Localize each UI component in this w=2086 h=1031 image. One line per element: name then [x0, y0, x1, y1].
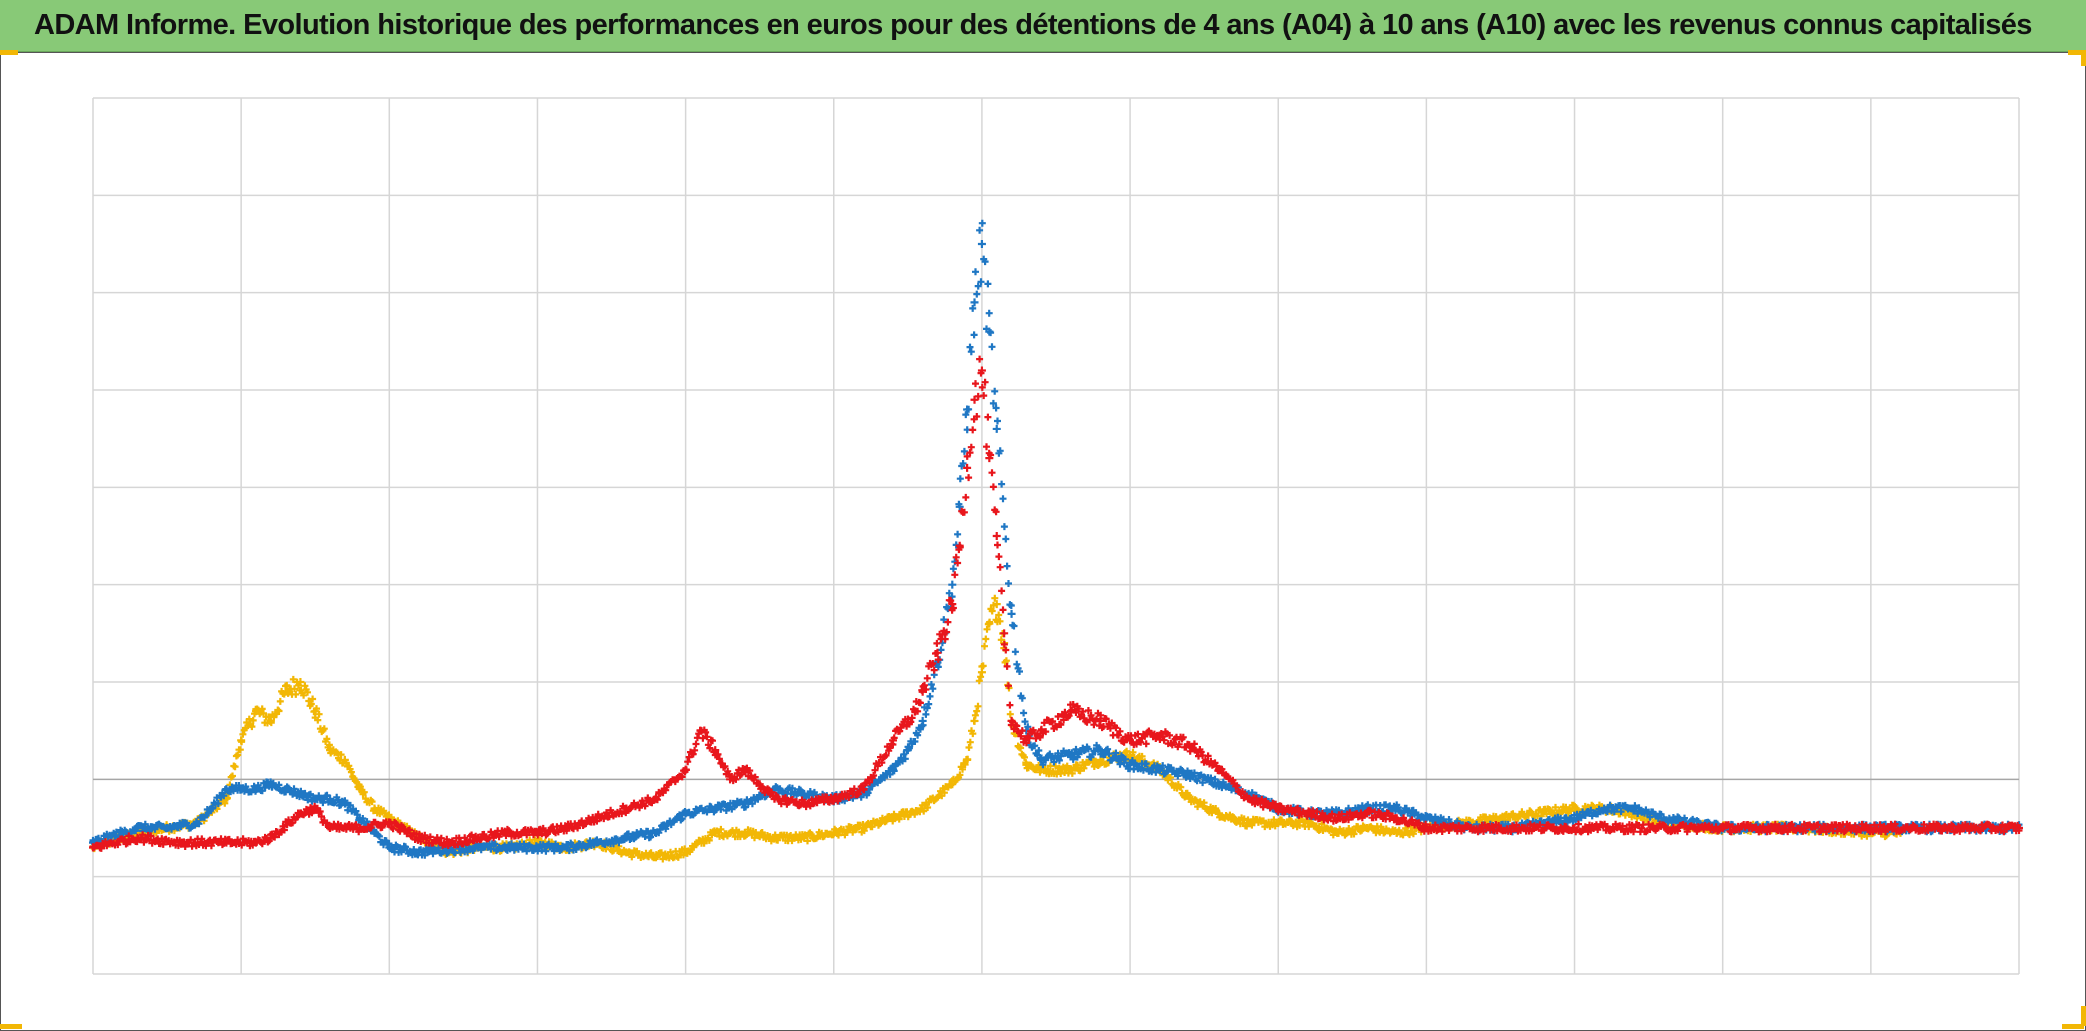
- series-3-markers: [89, 355, 2023, 852]
- data-point: [1007, 609, 1016, 618]
- corner-marker-right-bottom: [2081, 1006, 2086, 1026]
- corner-marker-bottom-right: [2062, 1024, 2084, 1029]
- chart-title-bar: ADAM Informe. Evolution historique des p…: [0, 0, 2086, 52]
- corner-marker-top-left: [0, 50, 18, 55]
- chart-area: [0, 52, 2086, 1031]
- plot-svg: [89, 97, 2023, 975]
- data-point: [992, 532, 1001, 540]
- data-point: [1000, 629, 1009, 638]
- corner-marker-top-right: [2068, 50, 2086, 55]
- series-3-cloud: [89, 355, 2023, 852]
- series-2-cloud: [89, 219, 2023, 859]
- data-point: [970, 298, 979, 307]
- corner-marker-bottom-left: [0, 1024, 22, 1029]
- series-layer: [89, 219, 2023, 863]
- data-point: [992, 424, 1001, 433]
- series-2-markers: [89, 219, 2023, 859]
- data-point: [948, 580, 957, 589]
- data-point: [963, 463, 972, 472]
- corner-marker-right-top: [2081, 50, 2086, 66]
- chart-title: ADAM Informe. Evolution historique des p…: [34, 9, 2032, 41]
- data-point: [977, 240, 986, 248]
